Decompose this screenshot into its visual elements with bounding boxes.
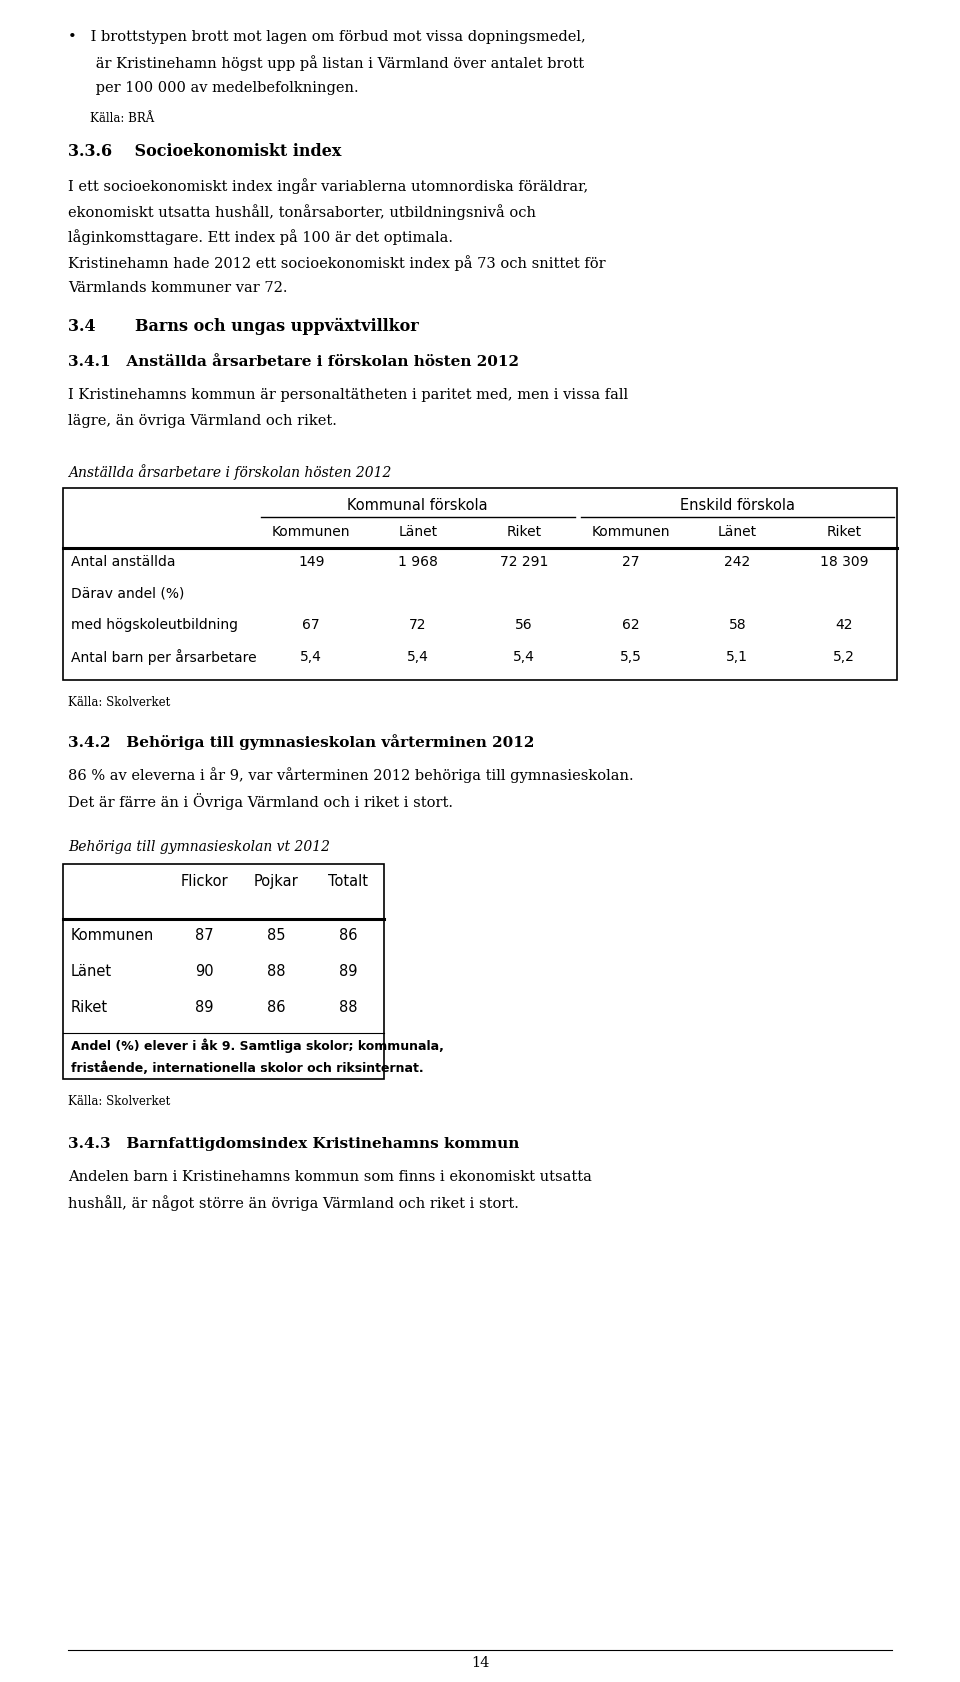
Text: I Kristinehamns kommun är personaltätheten i paritet med, men i vissa fall: I Kristinehamns kommun är personaltäthet… <box>68 389 628 402</box>
Text: är Kristinehamn högst upp på listan i Värmland över antalet brott: är Kristinehamn högst upp på listan i Vä… <box>68 56 584 71</box>
Text: Riket: Riket <box>507 525 541 538</box>
Text: 149: 149 <box>298 555 324 569</box>
Bar <box>63 865 384 1078</box>
Text: 5,2: 5,2 <box>833 649 854 663</box>
Text: 27: 27 <box>622 555 639 569</box>
Text: Kristinehamn hade 2012 ett socioekonomiskt index på 73 och snittet för: Kristinehamn hade 2012 ett socioekonomis… <box>68 256 606 271</box>
Text: 5,1: 5,1 <box>727 649 748 663</box>
Text: 42: 42 <box>835 617 852 632</box>
Text: Källa: Skolverket: Källa: Skolverket <box>68 1095 170 1108</box>
Text: 5,5: 5,5 <box>620 649 641 663</box>
Text: fristående, internationella skolor och riksinternat.: fristående, internationella skolor och r… <box>71 1061 423 1075</box>
Text: 3.4       Barns och ungas uppväxtvillkor: 3.4 Barns och ungas uppväxtvillkor <box>68 318 419 335</box>
Text: 242: 242 <box>724 555 751 569</box>
Text: Det är färre än i Övriga Värmland och i riket i stort.: Det är färre än i Övriga Värmland och i … <box>68 792 453 809</box>
Text: 72 291: 72 291 <box>500 555 548 569</box>
Text: 56: 56 <box>516 617 533 632</box>
Text: 87: 87 <box>195 928 213 944</box>
Bar <box>63 488 897 680</box>
Text: Andel (%) elever i åk 9. Samtliga skolor; kommunala,: Andel (%) elever i åk 9. Samtliga skolor… <box>71 1038 444 1053</box>
Text: 5,4: 5,4 <box>514 649 535 663</box>
Text: låginkomsttagare. Ett index på 100 är det optimala.: låginkomsttagare. Ett index på 100 är de… <box>68 229 453 246</box>
Text: •   I brottstypen brott mot lagen om förbud mot vissa dopningsmedel,: • I brottstypen brott mot lagen om förbu… <box>68 30 586 44</box>
Text: Källa: BRÅ: Källa: BRÅ <box>90 111 155 124</box>
Text: ekonomiskt utsatta hushåll, tonårsaborter, utbildningsnivå och: ekonomiskt utsatta hushåll, tonårsaborte… <box>68 204 536 220</box>
Text: 5,4: 5,4 <box>407 649 429 663</box>
Text: 14: 14 <box>470 1657 490 1670</box>
Text: 88: 88 <box>267 964 285 979</box>
Text: Antal anställda: Antal anställda <box>71 555 176 569</box>
Text: Länet: Länet <box>71 964 112 979</box>
Text: Flickor: Flickor <box>180 875 228 890</box>
Text: 3.4.1   Anställda årsarbetare i förskolan hösten 2012: 3.4.1 Anställda årsarbetare i förskolan … <box>68 355 519 368</box>
Text: Kommunen: Kommunen <box>272 525 350 538</box>
Text: 90: 90 <box>195 964 213 979</box>
Text: lägre, än övriga Värmland och riket.: lägre, än övriga Värmland och riket. <box>68 414 337 427</box>
Text: 86 % av eleverna i år 9, var vårterminen 2012 behöriga till gymnasieskolan.: 86 % av eleverna i år 9, var vårterminen… <box>68 767 634 782</box>
Text: 89: 89 <box>195 1001 213 1014</box>
Text: Länet: Länet <box>718 525 756 538</box>
Text: Andelen barn i Kristinehamns kommun som finns i ekonomiskt utsatta: Andelen barn i Kristinehamns kommun som … <box>68 1171 592 1184</box>
Text: 5,4: 5,4 <box>300 649 323 663</box>
Text: 72: 72 <box>409 617 426 632</box>
Text: Värmlands kommuner var 72.: Värmlands kommuner var 72. <box>68 281 287 294</box>
Text: Antal barn per årsarbetare: Antal barn per årsarbetare <box>71 649 256 666</box>
Text: 85: 85 <box>267 928 285 944</box>
Text: 89: 89 <box>339 964 357 979</box>
Text: 86: 86 <box>339 928 357 944</box>
Text: Enskild förskola: Enskild förskola <box>680 498 795 513</box>
Text: 3.3.6    Socioekonomiskt index: 3.3.6 Socioekonomiskt index <box>68 143 342 160</box>
Text: Pojkar: Pojkar <box>253 875 299 890</box>
Text: Kommunen: Kommunen <box>591 525 670 538</box>
Text: Kommunen: Kommunen <box>71 928 155 944</box>
Text: Länet: Länet <box>398 525 438 538</box>
Text: 3.4.2   Behöriga till gymnasieskolan vårterminen 2012: 3.4.2 Behöriga till gymnasieskolan vårte… <box>68 733 535 750</box>
Text: Behöriga till gymnasieskolan vt 2012: Behöriga till gymnasieskolan vt 2012 <box>68 839 330 854</box>
Text: Kommunal förskola: Kommunal förskola <box>348 498 488 513</box>
Text: Riket: Riket <box>71 1001 108 1014</box>
Text: Anställda årsarbetare i förskolan hösten 2012: Anställda årsarbetare i förskolan hösten… <box>68 464 392 479</box>
Text: Totalt: Totalt <box>328 875 368 890</box>
Text: Därav andel (%): Därav andel (%) <box>71 587 184 600</box>
Text: Riket: Riket <box>827 525 861 538</box>
Text: Källa: Skolverket: Källa: Skolverket <box>68 696 170 710</box>
Text: 58: 58 <box>729 617 746 632</box>
Text: 67: 67 <box>302 617 320 632</box>
Text: 62: 62 <box>622 617 639 632</box>
Text: 86: 86 <box>267 1001 285 1014</box>
Text: per 100 000 av medelbefolkningen.: per 100 000 av medelbefolkningen. <box>68 81 359 94</box>
Text: med högskoleutbildning: med högskoleutbildning <box>71 617 238 632</box>
Text: I ett socioekonomiskt index ingår variablerna utomnordiska föräldrar,: I ett socioekonomiskt index ingår variab… <box>68 178 588 195</box>
Text: 3.4.3   Barnfattigdomsindex Kristinehamns kommun: 3.4.3 Barnfattigdomsindex Kristinehamns … <box>68 1137 519 1150</box>
Text: 18 309: 18 309 <box>820 555 868 569</box>
Text: 88: 88 <box>339 1001 357 1014</box>
Text: hushåll, är något större än övriga Värmland och riket i stort.: hushåll, är något större än övriga Värml… <box>68 1196 518 1211</box>
Text: 1 968: 1 968 <box>397 555 438 569</box>
